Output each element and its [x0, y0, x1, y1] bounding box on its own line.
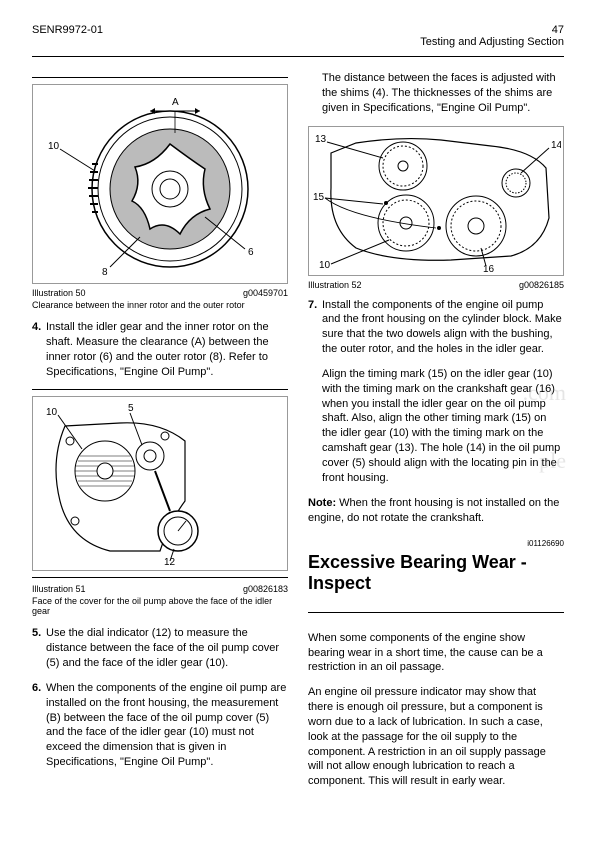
page-number: 47: [420, 24, 564, 36]
step7-body: Install the components of the engine oil…: [322, 298, 564, 357]
svg-text:8: 8: [102, 267, 108, 278]
left-column: A 10 8 6 Illustration 50 g00459701 Clear…: [32, 71, 288, 799]
step-4: 4. Install the idler gear and the inner …: [32, 320, 288, 379]
step7-num: 7.: [308, 298, 322, 357]
header-right: 47 Testing and Adjusting Section: [420, 24, 564, 48]
body-para-2: An engine oil pressure indicator may sho…: [308, 685, 564, 789]
illus51-name: Illustration 51: [32, 584, 86, 594]
page-header: SENR9972-01 47 Testing and Adjusting Sec…: [32, 24, 564, 48]
step6-body: When the components of the engine oil pu…: [46, 681, 288, 770]
illus52-svg: 13 14 15 10 16: [311, 128, 561, 273]
step7-para2: Align the timing mark (15) on the idler …: [322, 367, 564, 486]
right-column: The distance between the faces is adjust…: [308, 71, 564, 799]
note-text: When the front housing is not installed …: [308, 497, 559, 524]
svg-text:12: 12: [164, 557, 176, 566]
svg-text:10: 10: [319, 260, 331, 271]
illustration-52: 13 14 15 10 16: [308, 126, 564, 276]
step-5: 5. Use the dial indicator (12) to measur…: [32, 626, 288, 671]
illus51-top-rule: [32, 389, 288, 390]
illus50-label: Illustration 50 g00459701: [32, 288, 288, 298]
svg-text:10: 10: [46, 407, 58, 418]
svg-text:5: 5: [128, 403, 134, 414]
illus50-caption: Clearance between the inner rotor and th…: [32, 300, 288, 310]
intro-para: The distance between the faces is adjust…: [322, 71, 564, 116]
ref-code: i01126690: [308, 539, 564, 548]
step6-num: 6.: [32, 681, 46, 770]
note: Note: When the front housing is not inst…: [308, 496, 564, 526]
svg-text:A: A: [172, 97, 179, 108]
body-para-1: When some components of the engine show …: [308, 631, 564, 676]
svg-text:15: 15: [313, 192, 325, 203]
illus51-svg: 10 5 12: [40, 401, 280, 566]
note-label: Note:: [308, 497, 336, 509]
illus50-gcode: g00459701: [243, 288, 288, 298]
title-rule: [308, 612, 564, 613]
step4-num: 4.: [32, 320, 46, 379]
illus51-gcode: g00826183: [243, 584, 288, 594]
header-rule: [32, 56, 564, 57]
step-6: 6. When the components of the engine oil…: [32, 681, 288, 770]
svg-text:14: 14: [551, 140, 561, 151]
illus50-name: Illustration 50: [32, 288, 86, 298]
illus50-svg: A 10 8 6: [40, 89, 280, 279]
step5-num: 5.: [32, 626, 46, 671]
illus52-gcode: g00826185: [519, 280, 564, 290]
illus52-label: Illustration 52 g00826185: [308, 280, 564, 290]
illus51-label: Illustration 51 g00826183: [32, 584, 288, 594]
svg-text:16: 16: [483, 264, 495, 273]
content-columns: A 10 8 6 Illustration 50 g00459701 Clear…: [32, 71, 564, 799]
illustration-51: 10 5 12: [32, 396, 288, 571]
doc-id: SENR9972-01: [32, 24, 103, 48]
step5-body: Use the dial indicator (12) to measure t…: [46, 626, 288, 671]
svg-text:13: 13: [315, 134, 327, 145]
step4-body: Install the idler gear and the inner rot…: [46, 320, 288, 379]
illus51-caption: Face of the cover for the oil pump above…: [32, 596, 288, 616]
illus52-name: Illustration 52: [308, 280, 362, 290]
illus51-bot-rule: [32, 577, 288, 578]
svg-text:6: 6: [248, 247, 254, 258]
illustration-50: A 10 8 6: [32, 84, 288, 284]
illus50-top-rule: [32, 77, 288, 78]
svg-text:10: 10: [48, 141, 60, 152]
step-7: 7. Install the components of the engine …: [308, 298, 564, 357]
section-name: Testing and Adjusting Section: [420, 36, 564, 48]
section-title: Excessive Bearing Wear - Inspect: [308, 552, 564, 593]
